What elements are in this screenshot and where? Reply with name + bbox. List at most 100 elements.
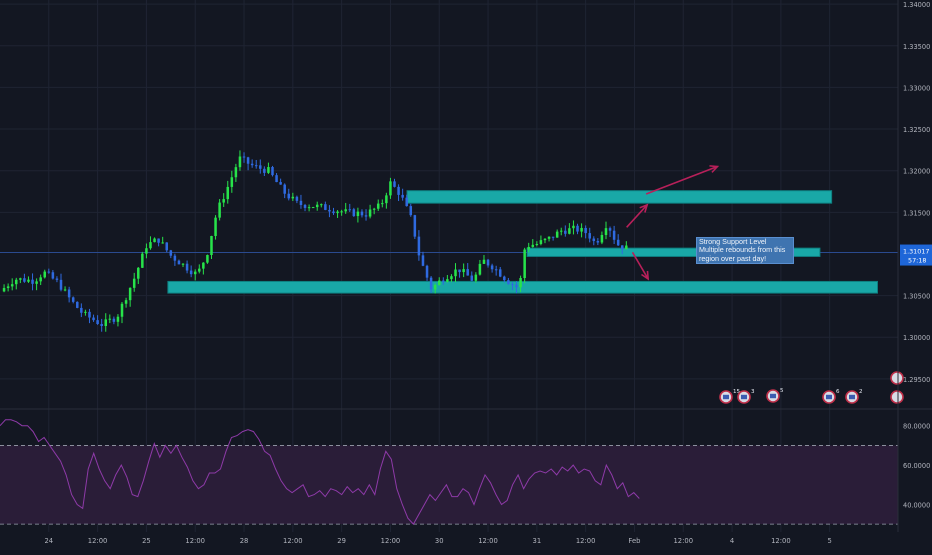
candle-bear [588,233,591,239]
candle-bear [616,239,620,246]
candle-bear [324,204,327,210]
projection-arrows[interactable] [626,165,720,281]
arrow-head [709,165,720,173]
candle-bull [381,203,384,205]
note-line-1: Strong Support Level [699,237,767,246]
event-badge[interactable]: 15 [719,389,740,404]
candle-bear [55,278,59,280]
candle-bear [165,242,169,251]
candle-bear [612,230,616,240]
candle-bear [393,181,396,187]
candle-bull [15,279,18,285]
y-tick-label: 1.32000 [903,168,930,176]
event-badge-edge[interactable] [890,390,904,404]
candle-bull [478,263,482,275]
candle-bear [405,197,408,207]
candle-bull [63,289,67,291]
candle-bull [234,167,238,178]
candle-bull [104,319,108,327]
candle-bull [372,208,376,210]
flag-icon-field [770,393,776,399]
candle-bear [92,317,95,321]
candle-bear [503,276,506,281]
candle-bull [368,209,372,217]
candle-bear [413,215,417,237]
candle-bull [238,156,242,168]
support-zone[interactable] [406,190,833,204]
candle-bull [153,238,156,243]
candle-bear [417,236,421,256]
candle-bull [202,262,205,269]
event-badge[interactable]: 5 [766,388,784,403]
arrow-head [641,270,650,281]
event-badge[interactable]: 3 [737,389,755,404]
candle-bull [356,211,360,217]
candle-bear [157,238,160,243]
y-tick-label: 1.33500 [903,43,930,51]
candle-bear [246,157,250,164]
rsi-y-tick-label: 80.0000 [903,423,930,431]
candle-bull [10,284,14,287]
candle-bear [51,272,55,279]
x-tick-label: 31 [533,537,542,545]
candle-bear [498,269,502,277]
x-tick-label: 12:00 [283,537,303,545]
support-zone[interactable] [167,280,879,294]
candle-bull [454,269,457,277]
candle-bull [141,253,144,268]
candle-bear [177,260,181,265]
flag-icon-field [741,394,747,400]
annotation-note[interactable]: Strong Support Level Multiple rebounds f… [696,237,794,264]
candle-bear [283,184,286,194]
projection-arrow[interactable] [645,165,718,195]
candle-bear [254,165,258,167]
candle-bear [59,279,63,290]
arrow-head [639,203,649,213]
candle-bull [315,204,319,208]
candle-bull [568,228,571,234]
flag-icon-field [826,394,832,400]
candle-bull [19,278,22,280]
candle-bull [389,181,392,196]
support-resistance-zones[interactable] [167,190,879,294]
candle-bull [210,235,213,256]
event-badges[interactable]: 15 3 5 6 2 [719,371,904,404]
candle-bear [596,241,600,243]
candle-bull [214,217,217,236]
candle-bear [88,311,91,318]
candle-bear [271,167,274,176]
support-zone[interactable] [526,247,821,257]
rsi-y-tick-label: 40.0000 [903,501,930,509]
candle-bull [462,269,465,273]
candle-bear [425,265,429,278]
candle-bear [96,320,99,325]
x-tick-label: 25 [142,537,151,545]
candle-bull [267,167,270,173]
candle-bear [250,163,254,166]
candle-bear [442,280,445,282]
candle-bear [299,200,303,205]
candle-bull [128,287,132,301]
projection-arrow[interactable] [626,204,648,228]
candle-bear [620,245,624,250]
candle-bull [39,277,42,282]
candle-bear [112,318,116,322]
event-badge[interactable]: 2 [845,389,863,404]
candle-bear [259,165,262,169]
event-badge[interactable]: 6 [822,389,840,404]
projection-arrow[interactable] [631,251,649,280]
candle-bull [311,207,315,209]
x-tick-label: 29 [337,537,346,545]
candle-bear [470,275,474,281]
candle-bear [80,307,83,313]
candle-bull [376,203,380,209]
candle-bear [295,196,299,201]
event-badge-edge[interactable] [890,371,904,385]
event-badge-count: 15 [733,389,740,395]
price-tag-price: 1.31017 [903,248,929,256]
y-tick-label: 1.32500 [903,126,930,134]
candle-bear [169,250,173,256]
